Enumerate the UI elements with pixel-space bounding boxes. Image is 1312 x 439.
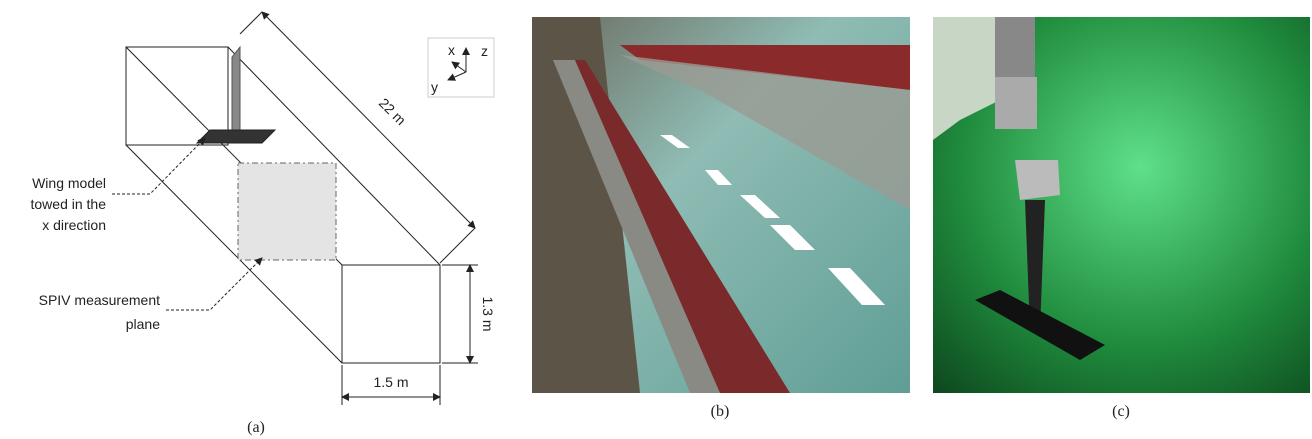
- axis: [447, 71, 467, 81]
- wing-plate: [195, 129, 277, 144]
- measurement-plane: [237, 162, 337, 261]
- wing-label: Wing model: [32, 175, 106, 191]
- caption: (a): [247, 419, 265, 436]
- caption: (b): [711, 403, 730, 420]
- height-label: 1.3 m: [480, 296, 496, 331]
- wing-label: towed in the: [31, 196, 107, 212]
- ext-line: [239, 11, 263, 35]
- plane-label: SPIV measurement: [39, 292, 160, 308]
- wing: [231, 45, 241, 141]
- plane-label: plane: [126, 316, 160, 332]
- photo-wing: [933, 17, 1310, 393]
- axis: [451, 61, 467, 73]
- photo-tank: [532, 17, 910, 393]
- axes-box: [427, 37, 495, 98]
- near-face: [341, 264, 441, 364]
- wing-label: x direction: [42, 217, 106, 233]
- axis-label: z: [481, 43, 488, 59]
- leader: [112, 137, 206, 195]
- axis-label: y: [431, 79, 438, 95]
- length-label: 22 m: [376, 95, 409, 128]
- dim-line: [261, 11, 476, 229]
- diagram: [112, 11, 495, 405]
- far-face: [125, 46, 229, 146]
- ext-line: [439, 227, 476, 264]
- leader: [166, 257, 263, 311]
- width-label: 1.5 m: [373, 374, 408, 390]
- axis-label: x: [448, 42, 455, 58]
- caption: (c): [1112, 403, 1130, 420]
